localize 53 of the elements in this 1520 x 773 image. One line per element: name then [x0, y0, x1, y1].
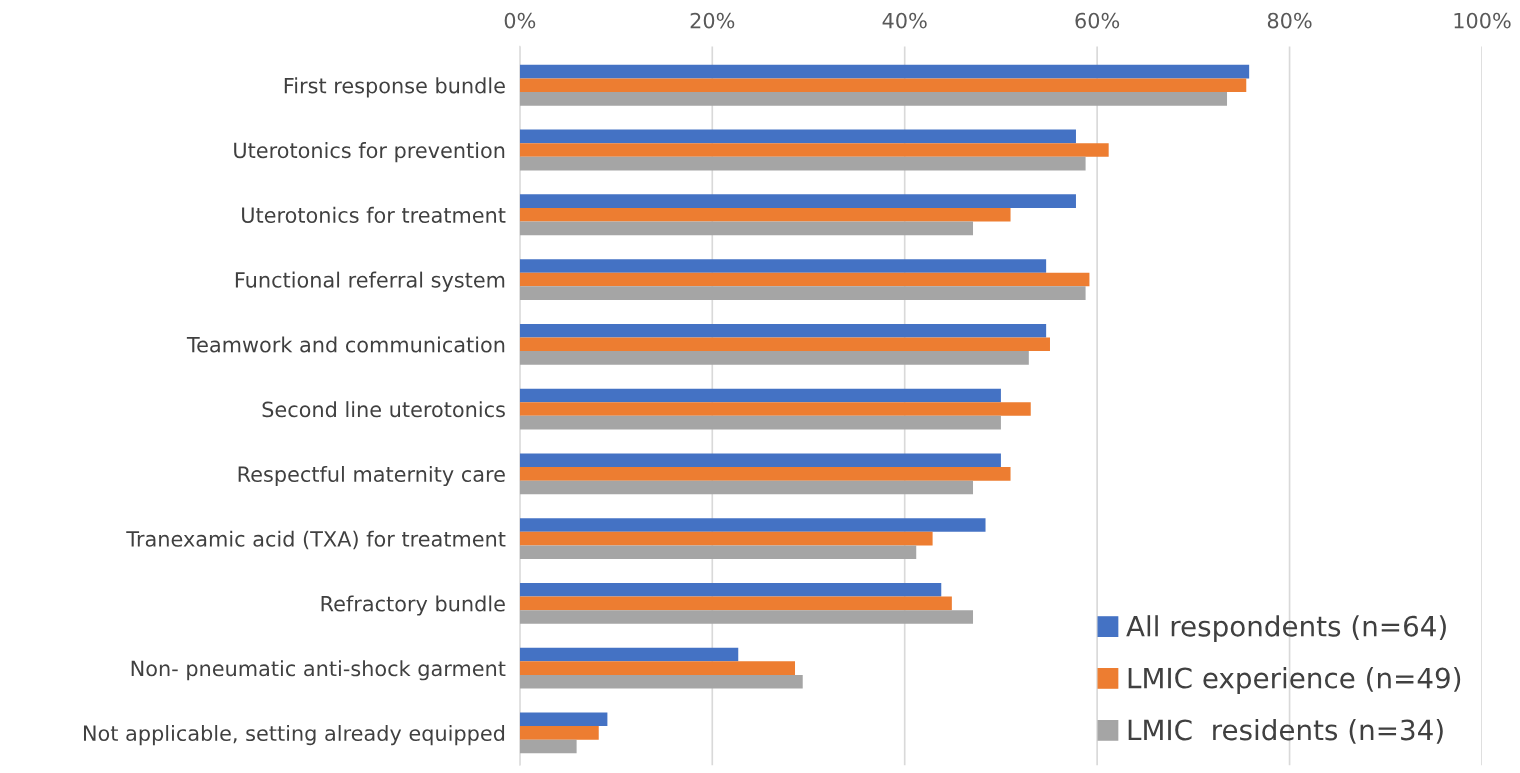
x-tick-label: 0% [504, 12, 536, 29]
x-tick-label: 20% [690, 12, 735, 29]
x-tick-label: 100% [1454, 12, 1511, 29]
y-tick-label: Teamwork and communication [186, 336, 505, 353]
bar [519, 323, 1047, 338]
bar [519, 582, 942, 597]
bar [519, 78, 1247, 93]
bar [519, 64, 1250, 79]
bar [519, 661, 796, 675]
bar [519, 221, 974, 236]
bar [519, 402, 1031, 416]
legend-label: LMIC experience (n=49) [1128, 667, 1461, 694]
bar [519, 453, 1001, 468]
y-tick-label: Functional referral system [235, 271, 505, 292]
bar [519, 92, 1228, 106]
bar [519, 545, 917, 559]
bar [519, 726, 599, 740]
bar [519, 286, 1086, 300]
bar [519, 337, 1050, 352]
legend-label: LMIC residents (n=34) [1128, 718, 1443, 744]
bar [519, 272, 1090, 287]
bar [519, 415, 1001, 430]
bar [519, 467, 1011, 481]
y-tick-label: Not applicable, setting already equipped [83, 724, 505, 746]
bar [519, 388, 1001, 403]
y-tick-label: Refractory bundle [321, 595, 505, 616]
bar [519, 712, 608, 727]
bar [519, 129, 1076, 144]
y-tick-label: Uterotonics for treatment [242, 206, 506, 223]
y-tick-label: First response bundle [284, 77, 505, 98]
y-tick-label: Tranexamic acid (TXA) for treatment [126, 530, 506, 550]
bar [519, 518, 986, 532]
bar [519, 674, 803, 689]
y-tick-label: Non- pneumatic anti-shock garment [131, 660, 506, 681]
bar [519, 351, 1029, 365]
bar [519, 259, 1047, 273]
bar [519, 143, 1109, 157]
legend-label: All respondents (n=64) [1126, 615, 1446, 643]
bar [519, 480, 974, 495]
x-tick-label: 80% [1267, 12, 1312, 29]
bar [519, 596, 952, 611]
bar [519, 647, 739, 662]
bar [519, 610, 974, 624]
x-tick-label: 60% [1075, 12, 1120, 29]
x-tick-label: 40% [882, 12, 927, 29]
y-tick-label: Respectful maternity care [238, 465, 505, 487]
y-tick-label: Uterotonics for prevention [234, 142, 505, 163]
bar [519, 207, 1011, 222]
bar [519, 156, 1086, 171]
bar [519, 194, 1076, 208]
bar [519, 531, 933, 546]
y-tick-label: Second line uterotonics [262, 401, 505, 418]
bar [519, 739, 577, 754]
